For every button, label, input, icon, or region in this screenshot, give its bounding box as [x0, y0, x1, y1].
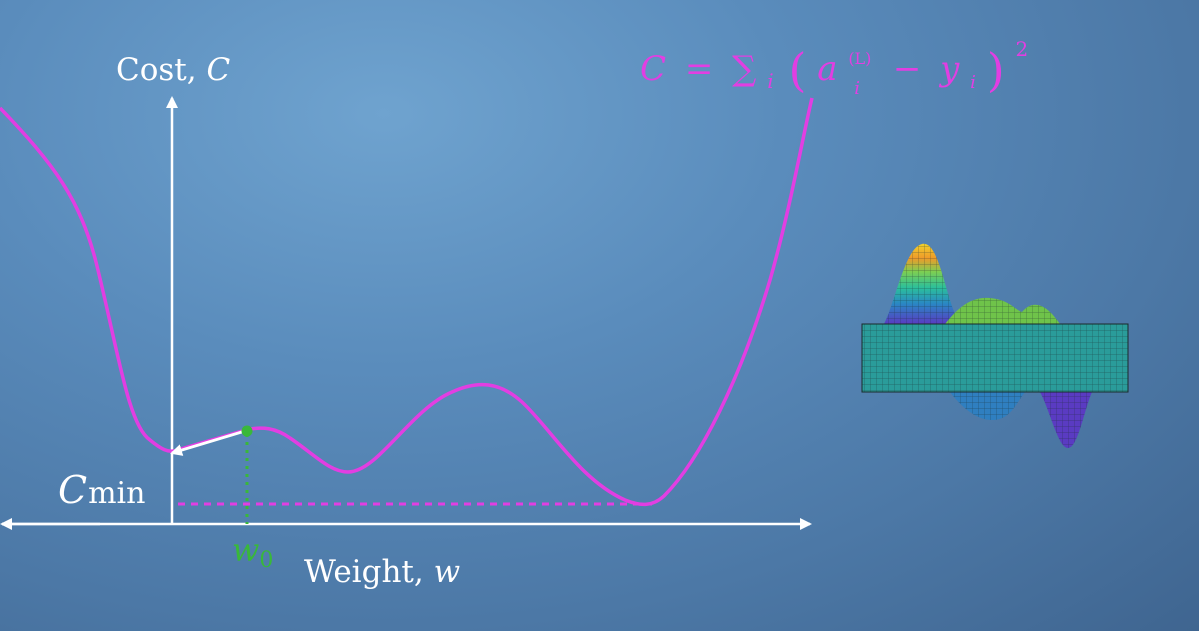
formula-a-sub: i: [854, 78, 860, 99]
formula-y-sub: i: [970, 72, 976, 93]
svg-text:C = ∑ i: C = ∑ i ( a (L) i − y i ) 2: [640, 33, 1028, 103]
cost-formula: C = ∑ i ( a (L) i − y i ) 2: [640, 33, 1028, 103]
formula-power: 2: [1016, 37, 1029, 61]
x-axis-label: Weight, w: [304, 554, 460, 590]
formula-a: a: [817, 49, 837, 89]
formula-a-sup: (L): [848, 49, 871, 68]
formula-lhs: C: [640, 49, 666, 89]
formula-y: y: [938, 49, 960, 89]
y-axis-label: Cost, C: [116, 52, 230, 88]
formula-sum-sub: i: [767, 69, 773, 93]
formula-close-paren: ): [987, 43, 1005, 97]
3d-surface-plot-icon: [861, 243, 1129, 448]
formula-sum: ∑: [732, 49, 756, 89]
cmin-label: Cmin: [58, 468, 145, 512]
formula-minus: −: [893, 49, 922, 89]
formula-open-paren: (: [788, 43, 806, 97]
start-point: [241, 425, 253, 437]
w0-label: w0: [232, 531, 273, 573]
formula-equals: =: [685, 49, 714, 89]
gradient-step-arrow: [170, 429, 246, 456]
cost-curve: [0, 97, 814, 507]
